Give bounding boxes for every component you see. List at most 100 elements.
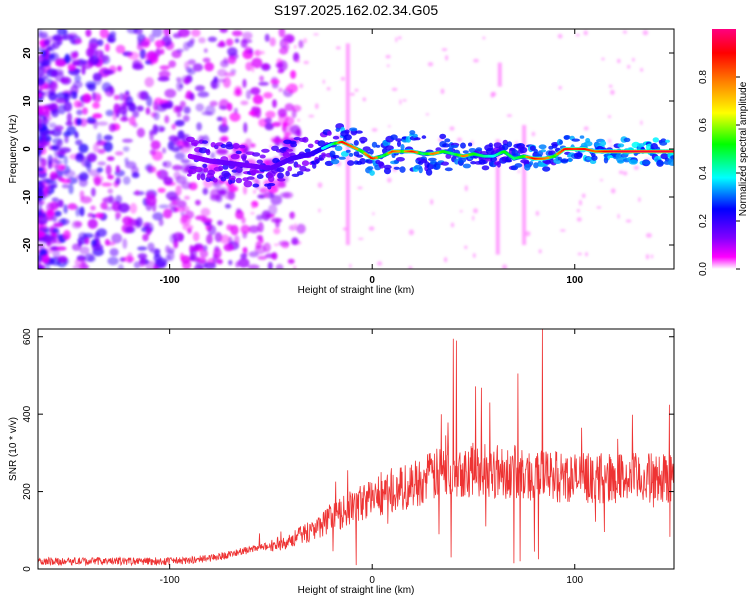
ridge-halo — [221, 170, 230, 178]
noise-blob — [176, 48, 184, 53]
noise-blob — [257, 221, 264, 233]
noise-blob — [248, 225, 260, 234]
ridge-halo — [345, 149, 351, 153]
noise-blob — [103, 134, 113, 141]
noise-blob — [207, 36, 217, 43]
noise-blob — [169, 233, 178, 244]
noise-blob — [187, 59, 196, 65]
noise-blob — [48, 53, 55, 60]
ridge-halo — [656, 159, 664, 167]
ridge-halo — [652, 137, 659, 143]
noise-blob — [105, 109, 115, 117]
noise-blob — [183, 77, 191, 85]
ridge-halo — [560, 159, 568, 163]
ridge-halo — [623, 137, 631, 143]
ridge-halo — [321, 154, 326, 159]
noise-speckle — [282, 41, 289, 45]
noise-blob — [167, 140, 175, 151]
ridge-halo — [238, 144, 246, 149]
ridge-halo — [585, 138, 591, 143]
noise-speckle — [385, 54, 391, 59]
noise-speckle — [303, 38, 307, 44]
colorbar: 0.0 0.2 0.4 0.6 0.8 Normalized spectral ampl… — [698, 29, 749, 276]
noise-blob — [174, 152, 186, 160]
ridge-halo — [369, 170, 375, 176]
noise-blob — [284, 103, 294, 112]
noise-speckle — [506, 114, 512, 117]
noise-blob — [155, 257, 168, 268]
ridge-halo — [557, 156, 562, 161]
noise-blob — [175, 175, 187, 184]
noise-blob — [165, 245, 171, 254]
noise-speckle — [622, 30, 628, 34]
noise-speckle — [583, 30, 588, 36]
ridge-halo — [421, 135, 427, 139]
noise-blob — [55, 98, 68, 104]
noise-blob — [61, 218, 66, 226]
noise-blob — [192, 63, 204, 72]
spectrogram-y-axis-label: Frequency (Hz) — [8, 115, 19, 184]
noise-blob — [277, 108, 287, 118]
noise-blob — [220, 135, 229, 143]
ridge-halo — [204, 149, 210, 154]
ridge-halo — [533, 162, 539, 169]
noise-blob — [97, 161, 106, 166]
ridge-halo — [412, 133, 418, 138]
noise-blob — [145, 107, 151, 115]
ridge-halo — [252, 183, 260, 188]
noise-blob — [242, 185, 248, 195]
colorbar-tick-label: 0.6 — [698, 118, 709, 132]
noise-blob — [52, 248, 60, 260]
noise-speckle — [430, 199, 434, 205]
noise-blob — [268, 204, 278, 216]
noise-blob — [168, 60, 177, 68]
ridge-halo — [344, 129, 350, 134]
ridge-halo — [200, 173, 206, 181]
noise-blob — [210, 79, 221, 90]
noise-blob — [75, 117, 83, 126]
noise-blob — [181, 181, 192, 190]
noise-blob — [43, 67, 48, 75]
ridge-halo — [369, 148, 374, 155]
noise-speckle — [255, 242, 261, 245]
noise-speckle — [490, 91, 495, 98]
noise-blob — [106, 156, 115, 161]
noise-speckle — [640, 120, 643, 125]
noise-blob — [133, 261, 141, 269]
ridge-halo — [335, 127, 341, 132]
noise-blob — [81, 173, 89, 180]
noise-blob — [63, 169, 76, 178]
noise-speckle — [617, 213, 620, 219]
ridge-halo — [475, 147, 483, 152]
noise-speckle — [398, 36, 402, 40]
ridge-halo — [529, 161, 534, 166]
noise-blob — [272, 99, 277, 108]
noise-blob — [290, 70, 297, 79]
noise-blob — [137, 33, 146, 42]
ridge-core-peak — [671, 150, 674, 153]
noise-speckle — [402, 99, 407, 102]
noise-blob — [176, 200, 187, 208]
noise-speckle — [386, 64, 390, 67]
noise-blob — [137, 253, 148, 260]
ridge-halo — [190, 140, 200, 145]
noise-blob — [164, 115, 170, 124]
noise-blob — [107, 188, 114, 194]
ridge-halo — [642, 160, 651, 165]
noise-blob — [38, 55, 46, 64]
noise-blob — [179, 100, 186, 108]
noise-blob — [189, 92, 195, 101]
noise-blob — [122, 216, 133, 225]
snr-y-axis-label: SNR (10 * v/v) — [8, 417, 19, 481]
noise-blob — [162, 147, 167, 154]
noise-blob — [283, 132, 292, 137]
noise-blob — [163, 176, 174, 185]
noise-speckle — [299, 83, 304, 89]
snr-content — [38, 329, 674, 567]
ridge-halo — [285, 170, 290, 177]
noise-blob — [257, 255, 268, 260]
ridge-halo — [563, 135, 571, 140]
ridge-halo — [194, 166, 203, 173]
noise-blob — [218, 105, 227, 110]
